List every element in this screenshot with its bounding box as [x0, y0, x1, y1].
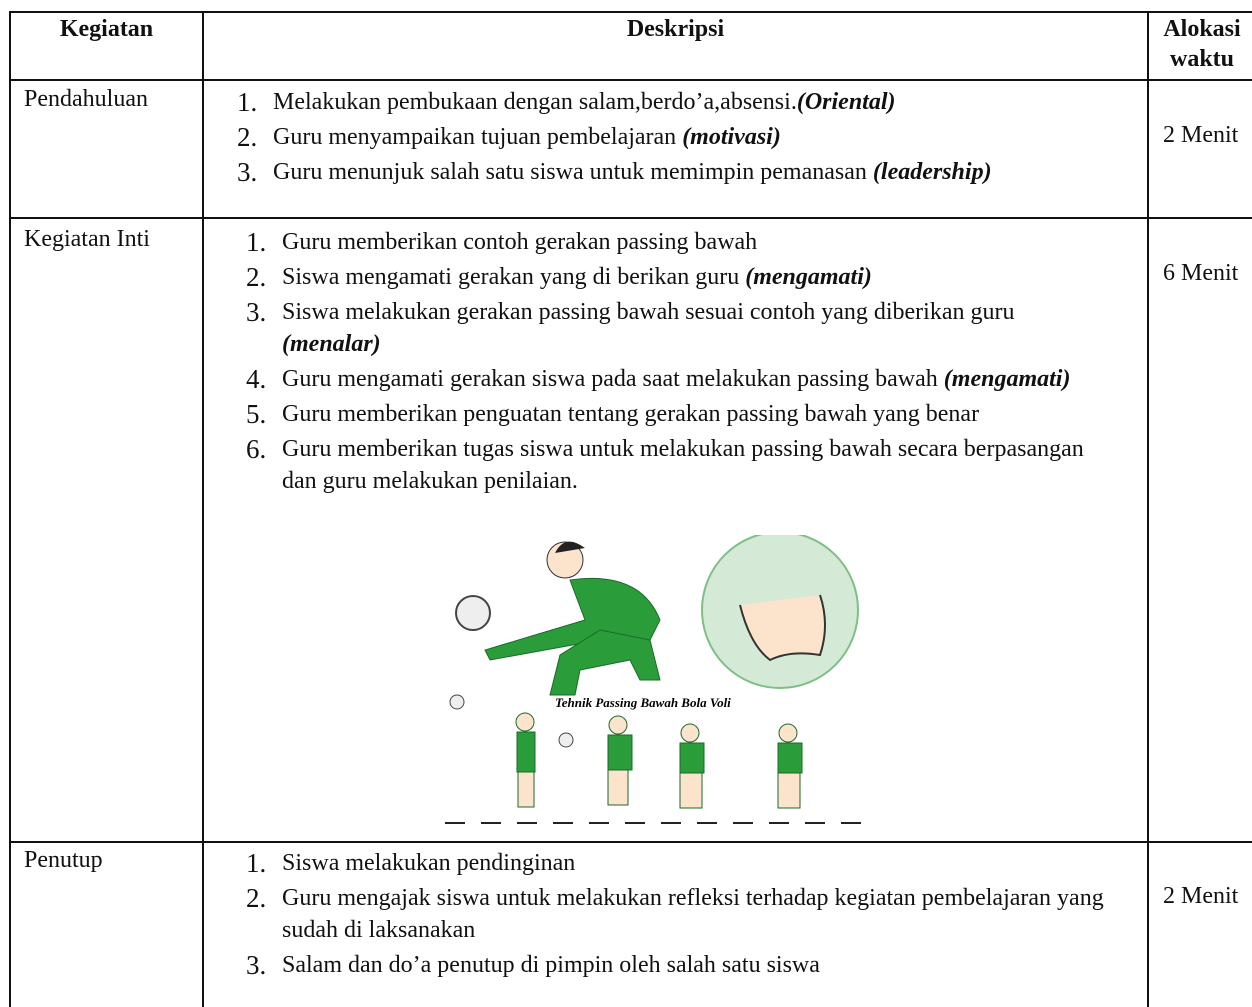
text: Melakukan pembukaan dengan salam,berdo’a… [273, 89, 797, 115]
border [202, 11, 204, 1007]
emphasis: (Oriental) [796, 89, 896, 115]
item-number: 2. [246, 262, 267, 292]
item-text: Guru memberikan tugas siswa untuk melaku… [282, 433, 1106, 497]
list-item: 3. Guru menunjuk salah satu siswa untuk m… [237, 156, 1137, 188]
list-item: 6. Guru memberikan tugas siswa untuk mela… [246, 433, 1106, 497]
hands [739, 594, 826, 662]
list-item: 5. Guru memberikan penguatan tentang gera… [246, 398, 1106, 430]
item-text: Melakukan pembukaan dengan salam,berdo’a… [273, 86, 896, 118]
list-item: 2. Siswa mengamati gerakan yang di berika… [246, 261, 1106, 293]
item-number: 6. [246, 434, 267, 464]
border [1147, 11, 1149, 1007]
item-number: 3. [237, 157, 258, 187]
list-item: 1. Melakukan pembukaan dengan salam,berdo… [237, 86, 1137, 118]
border [10, 79, 1252, 81]
text: Guru menyampaikan tujuan pembelajaran [273, 124, 683, 150]
list-item: 2. Guru menyampaikan tujuan pembelajaran … [237, 121, 1137, 153]
item-text: Guru menunjuk salah satu siswa untuk mem… [273, 156, 992, 188]
item-text: Siswa mengamati gerakan yang di berikan … [282, 261, 872, 293]
text: Guru memberikan penguatan tentang geraka… [282, 401, 980, 427]
header-cell: Kegiatan [59, 16, 154, 42]
time-cell: 6 Menit [1163, 260, 1239, 286]
emphasis: (motivasi) [682, 124, 781, 150]
activity-cell: Pendahuluan [24, 86, 148, 112]
list-item: 3. Salam dan do’a penutup di pimpin oleh … [246, 949, 1106, 981]
item-text: Siswa melakukan gerakan passing bawah se… [282, 296, 1106, 360]
list-item: 3. Siswa melakukan gerakan passing bawah … [246, 296, 1106, 360]
text: Siswa melakukan pendinginan [282, 850, 576, 876]
text: Guru memberikan contoh gerakan passing b… [282, 229, 758, 255]
emphasis: (leadership) [872, 159, 992, 185]
text: Guru mengajak siswa untuk melakukan refl… [282, 885, 1104, 943]
text: Siswa mengamati gerakan yang di berikan … [282, 264, 746, 290]
emphasis: (mengamati) [943, 366, 1071, 392]
item-text: Guru mengamati gerakan siswa pada saat m… [282, 363, 1070, 395]
ball [449, 694, 465, 710]
item-number: 5. [246, 399, 267, 429]
activity-cell: Kegiatan Inti [24, 226, 150, 252]
item-number: 1. [246, 848, 267, 878]
text: Guru menunjuk salah satu siswa untuk mem… [273, 159, 873, 185]
legs [549, 629, 661, 696]
border [10, 841, 1252, 843]
text: Salam dan do’a penutup di pimpin oleh sa… [282, 952, 820, 978]
item-text: Salam dan do’a penutup di pimpin oleh sa… [282, 949, 820, 981]
item-number: 1. [246, 227, 267, 257]
item-text: Guru mengajak siswa untuk melakukan refl… [282, 882, 1106, 946]
time-cell: 2 Menit [1163, 122, 1239, 148]
header-cell: Alokasi waktu [1163, 16, 1241, 72]
item-text: Siswa melakukan pendinginan [282, 847, 575, 879]
list-item: 1. Guru memberikan contoh gerakan passing… [246, 226, 1106, 258]
text: Guru mengamati gerakan siswa pada saat m… [282, 366, 944, 392]
border [9, 11, 11, 1007]
header-cell: Deskripsi [626, 16, 725, 42]
ball [455, 595, 491, 631]
list-item: 2. Guru mengajak siswa untuk melakukan re… [246, 882, 1106, 946]
list-item: 1. Siswa melakukan pendinginan [246, 847, 1106, 879]
item-number: 1. [237, 87, 258, 117]
item-list: 1. Melakukan pembukaan dengan salam,berdo… [237, 86, 1137, 191]
emphasis: (menalar) [282, 331, 381, 357]
text: Guru memberikan tugas siswa untuk melaku… [282, 436, 1084, 494]
figure-caption: Tehnik Passing Bawah Bola Voli [555, 695, 731, 710]
item-number: 3. [246, 297, 267, 327]
item-list: 1. Siswa melakukan pendinginan 2. Guru meng… [246, 847, 1106, 984]
activity-cell: Penutup [24, 847, 103, 873]
item-list: 1. Guru memberikan contoh gerakan passing… [246, 226, 1106, 500]
item-text: Guru memberikan penguatan tentang geraka… [282, 398, 979, 430]
item-number: 4. [246, 364, 267, 394]
text: Siswa melakukan gerakan passing bawah se… [282, 299, 1015, 325]
item-number: 2. [237, 122, 258, 152]
illustration: Tehnik Passing Bawah Bola Voli [445, 535, 865, 824]
item-number: 2. [246, 883, 267, 913]
item-number: 3. [246, 950, 267, 980]
emphasis: (mengamati) [745, 264, 872, 290]
sequence [515, 712, 803, 809]
item-text: Guru memberikan contoh gerakan passing b… [282, 226, 757, 258]
time-cell: 2 Menit [1163, 883, 1239, 909]
hair [555, 541, 585, 553]
ball [558, 732, 574, 748]
border [10, 217, 1252, 219]
list-item: 4. Guru mengamati gerakan siswa pada saat… [246, 363, 1106, 395]
border [10, 11, 1252, 13]
item-text: Guru menyampaikan tujuan pembelajaran (m… [273, 121, 781, 153]
head [546, 541, 584, 579]
